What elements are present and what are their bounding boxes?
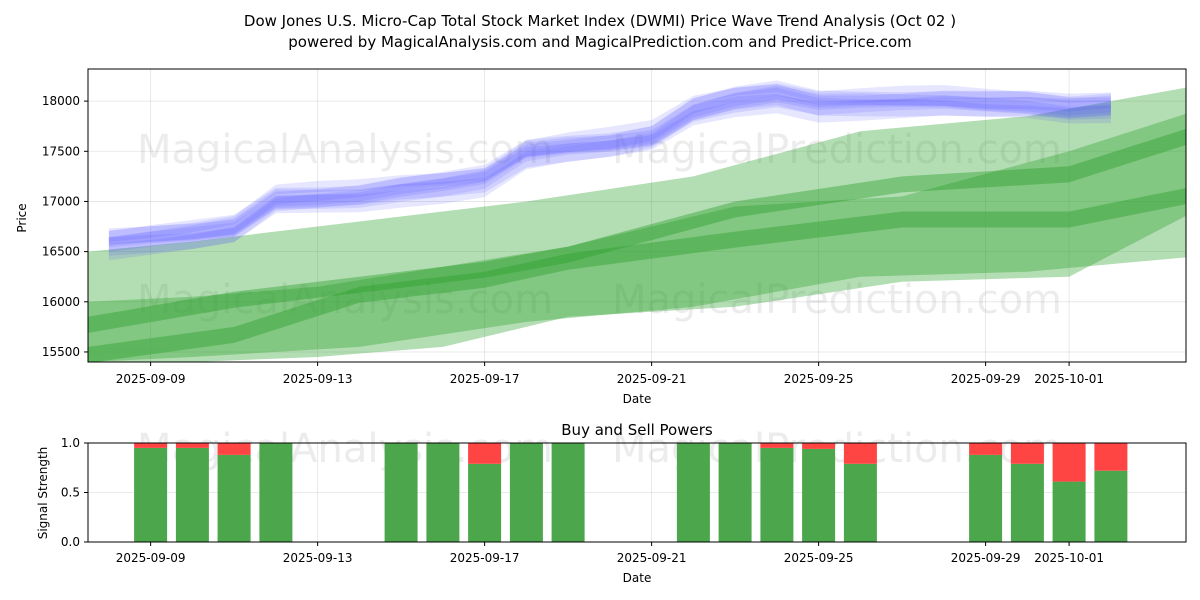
price-x-tick-label: 2025-10-01 <box>1034 372 1104 386</box>
price-x-tick-label: 2025-09-09 <box>116 372 186 386</box>
buy-bar <box>175 447 209 542</box>
sell-bar <box>843 443 877 464</box>
buy-bar <box>1010 463 1044 542</box>
price-y-tick-label: 18000 <box>42 94 80 108</box>
buy-sell-y-tick-label: 0.5 <box>61 486 80 500</box>
price-y-tick-label: 16000 <box>42 295 80 309</box>
sell-bar <box>1052 443 1086 482</box>
buy-sell-x-tick-label: 2025-09-17 <box>450 551 520 565</box>
watermark-prediction-mid: MagicalPrediction.com <box>612 277 1062 323</box>
buy-sell-x-tick-label: 2025-09-25 <box>784 551 854 565</box>
sell-bar <box>1094 443 1128 471</box>
buy-sell-y-tick-label: 1.0 <box>61 436 80 450</box>
blue-wave-3 <box>108 83 1111 243</box>
price-y-ticks: 15500 16000 16500 17000 17500 18000 <box>42 94 88 359</box>
buy-bar <box>1052 481 1086 542</box>
sell-bar <box>1010 443 1044 464</box>
blue-wave-2 <box>108 93 1111 256</box>
green-band-2 <box>88 128 1186 333</box>
price-y-tick-label: 16500 <box>42 245 80 259</box>
price-x-tick-label: 2025-09-17 <box>450 372 520 386</box>
buy-sell-x-tick-label: 2025-10-01 <box>1034 551 1104 565</box>
buy-sell-x-tick-label: 2025-09-09 <box>116 551 186 565</box>
green-band-0 <box>88 87 1186 362</box>
sell-bar <box>468 443 502 464</box>
buy-sell-x-tick-label: 2025-09-13 <box>283 551 353 565</box>
buy-bar <box>259 443 293 542</box>
blue-wave-4 <box>108 95 1111 261</box>
blue-wave-5 <box>108 85 1111 252</box>
green-band-3 <box>88 188 1186 362</box>
price-y-tick-label: 17500 <box>42 144 80 158</box>
buy-bar <box>843 463 877 542</box>
buy-sell-y-axis-label: Signal Strength <box>36 447 50 540</box>
buy-bar <box>134 447 168 542</box>
blue-wave-6 <box>108 80 1111 248</box>
price-y-axis-label: Price <box>15 203 29 232</box>
sell-bar <box>217 443 251 455</box>
buy-bar <box>426 443 460 542</box>
buy-sell-x-axis-label: Date <box>623 571 652 585</box>
price-y-tick-label: 17000 <box>42 194 80 208</box>
buy-bar <box>468 463 502 542</box>
price-x-tick-label: 2025-09-29 <box>951 372 1021 386</box>
buy-bar <box>760 447 794 542</box>
green-band-1 <box>88 113 1186 362</box>
buy-bar <box>676 443 710 542</box>
sell-bar <box>175 443 209 448</box>
price-x-tick-label: 2025-09-25 <box>784 372 854 386</box>
price-x-ticks: 2025-09-09 2025-09-13 2025-09-17 2025-09-21… <box>116 362 1104 386</box>
buy-sell-title: Buy and Sell Powers <box>561 421 713 439</box>
buy-bar <box>217 454 251 542</box>
buy-sell-chart: Buy and Sell Powers 2025-09-09 2025-09-13… <box>36 421 1187 585</box>
chart-subtitle: powered by MagicalAnalysis.com and Magic… <box>288 33 912 51</box>
price-grid <box>88 69 1186 362</box>
buy-sell-y-tick-label: 0.0 <box>61 535 80 549</box>
price-x-tick-label: 2025-09-13 <box>283 372 353 386</box>
sell-bar <box>969 443 1003 455</box>
buy-sell-bars <box>134 443 1128 542</box>
price-chart: 2025-09-09 2025-09-13 2025-09-17 2025-09-21… <box>15 68 1187 406</box>
sell-bar <box>802 443 836 449</box>
chart-title: Dow Jones U.S. Micro-Cap Total Stock Mar… <box>244 12 956 30</box>
watermark-analysis-top: MagicalAnalysis.com <box>137 127 553 173</box>
sell-bar <box>134 443 168 448</box>
watermark-prediction-top: MagicalPrediction.com <box>612 127 1062 173</box>
buy-bar <box>384 443 418 542</box>
buy-sell-x-ticks: 2025-09-09 2025-09-13 2025-09-17 2025-09-21… <box>116 542 1104 565</box>
buy-sell-x-tick-label: 2025-09-21 <box>617 551 687 565</box>
buy-bar <box>718 443 752 542</box>
buy-bar <box>1094 470 1128 542</box>
price-y-tick-label: 15500 <box>42 345 80 359</box>
price-x-tick-label: 2025-09-21 <box>617 372 687 386</box>
price-plot-frame <box>87 68 1187 363</box>
buy-bar <box>802 448 836 542</box>
buy-bar <box>509 443 543 542</box>
blue-wave-1 <box>108 84 1111 245</box>
buy-bar <box>969 454 1003 542</box>
blue-waves <box>108 80 1111 261</box>
buy-bar <box>551 443 585 542</box>
price-x-axis-label: Date <box>623 392 652 406</box>
buy-sell-y-ticks: 0.0 0.5 1.0 <box>61 436 88 549</box>
sell-bar <box>760 443 794 448</box>
watermark-analysis-mid: MagicalAnalysis.com <box>137 277 553 323</box>
green-bands <box>88 87 1186 362</box>
buy-sell-x-tick-label: 2025-09-29 <box>951 551 1021 565</box>
blue-wave-0 <box>108 87 1111 246</box>
